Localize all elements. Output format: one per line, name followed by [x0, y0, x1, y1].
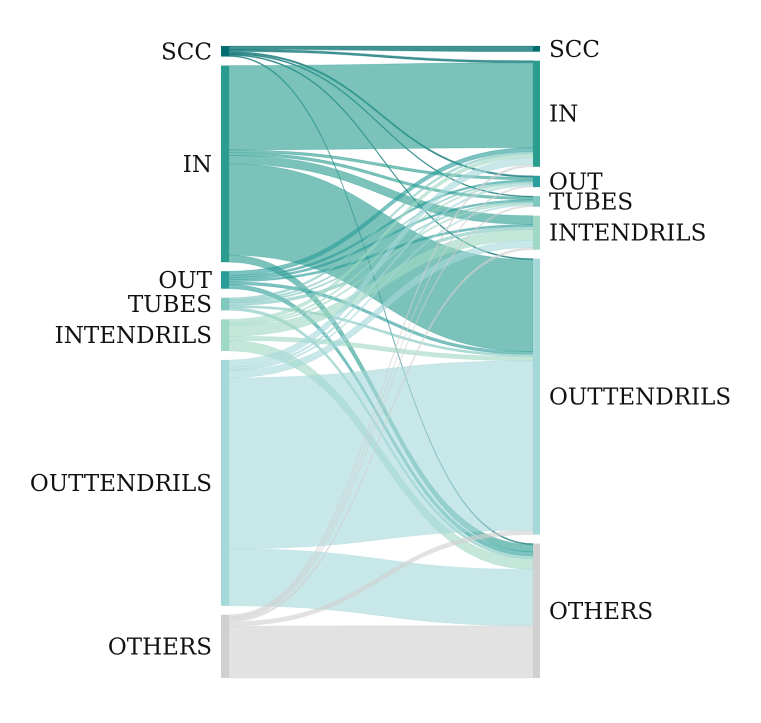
left-label-outtendrils: OUTTENDRILS: [30, 471, 212, 497]
left-node-outtendrils: [221, 359, 229, 606]
right-label-outtendrils: OUTTENDRILS: [549, 385, 731, 411]
right-node-tubes: [533, 196, 540, 207]
left-node-others: [221, 614, 229, 678]
right-label-scc: SCC: [549, 37, 600, 63]
right-label-intendrils: INTENDRILS: [549, 221, 706, 247]
right-label-tubes: TUBES: [549, 189, 633, 215]
right-label-out: OUT: [549, 169, 603, 195]
right-label-in: IN: [549, 102, 578, 128]
left-node-scc: [221, 46, 229, 57]
right-node-others: [533, 543, 540, 678]
left-label-others: OTHERS: [108, 634, 212, 660]
left-node-tubes: [221, 297, 229, 311]
left-label-scc: SCC: [161, 39, 212, 65]
flow-others-to-in: [228, 164, 534, 618]
sankey-links: [228, 45, 534, 679]
left-node-out: [221, 271, 229, 289]
right-node-outtendrils: [533, 258, 540, 535]
left-nodes: [221, 46, 229, 678]
left-label-out: OUT: [158, 268, 212, 294]
flow-in-to-in: [228, 62, 534, 151]
right-node-intendrils: [533, 215, 540, 250]
right-node-out: [533, 175, 540, 188]
left-node-in: [221, 65, 229, 263]
flow-in-to-outtendrils: [228, 163, 534, 352]
right-nodes: [533, 46, 540, 678]
flow-others-to-others: [228, 625, 534, 679]
left-label-intendrils: INTENDRILS: [55, 323, 212, 349]
left-label-in: IN: [183, 152, 212, 178]
flow-others-to-intendrils: [228, 247, 534, 623]
left-node-intendrils: [221, 319, 229, 351]
right-label-others: OTHERS: [549, 599, 653, 625]
right-node-in: [533, 60, 540, 167]
left-label-tubes: TUBES: [128, 292, 212, 318]
right-node-scc: [533, 46, 540, 52]
